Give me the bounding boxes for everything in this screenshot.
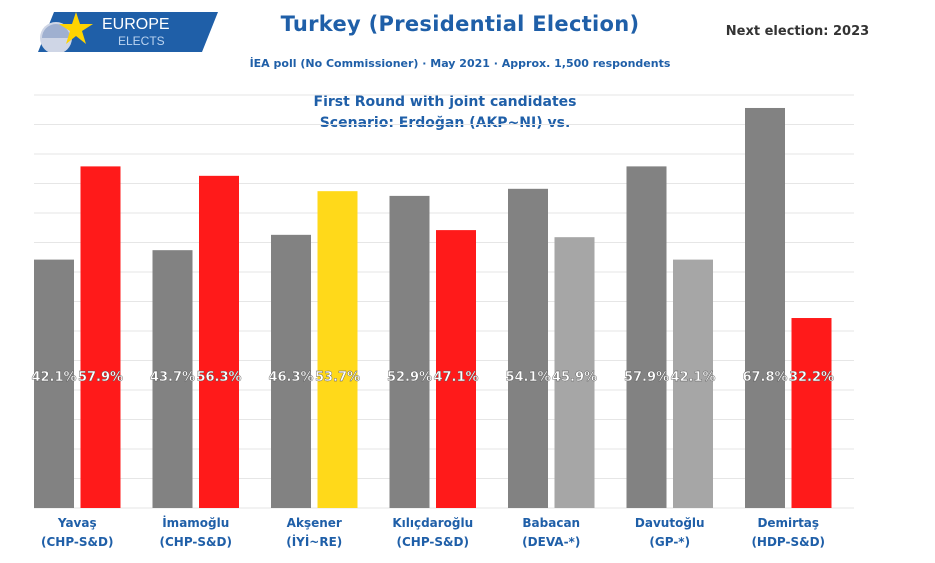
bar-value-label: 52.9% — [387, 370, 432, 385]
candidate-party-label: (CHP-S&D) — [160, 535, 232, 549]
candidate-party-label: (GP-*) — [649, 535, 690, 549]
bar — [626, 166, 667, 508]
bar-value-label: 57.9% — [624, 370, 669, 385]
candidate-name-label: Davutoğlu — [635, 516, 705, 530]
bar-value-label: 56.3% — [196, 370, 241, 385]
logo-text-elects: ELECTS — [118, 34, 165, 48]
bar — [436, 230, 476, 509]
page-title: Turkey (Presidential Election) — [280, 12, 640, 36]
bar — [271, 234, 311, 508]
bar-value-label: 47.1% — [433, 370, 478, 385]
bar — [317, 191, 358, 509]
logo-globe-shade — [42, 24, 70, 38]
bar-value-label: 57.9% — [78, 370, 123, 385]
bar — [152, 250, 193, 509]
scenario-note-line1: First Round with joint candidates — [313, 94, 577, 110]
bar — [199, 175, 239, 508]
candidate-name-label: Yavaş — [57, 516, 97, 530]
bar — [34, 259, 74, 508]
candidate-party-label: (CHP-S&D) — [41, 535, 113, 549]
candidate-party-label: (HDP-S&D) — [751, 535, 825, 549]
bar — [508, 188, 548, 508]
bar-value-label: 67.8% — [742, 370, 787, 385]
candidate-name-label: İmamoğlu — [162, 515, 229, 530]
bar-value-label: 53.7% — [315, 370, 360, 385]
candidate-name-label: Kılıçdaroğlu — [392, 516, 473, 530]
bar-value-label: 43.7% — [150, 370, 195, 385]
logo-text-europe: EUROPE — [102, 16, 170, 33]
europe-elects-logo: EUROPE ELECTS — [38, 12, 218, 52]
logo-banner — [38, 12, 218, 52]
candidate-name-label: Demirtaş — [757, 516, 819, 530]
bar-value-label: 54.1% — [505, 370, 550, 385]
bar-value-label: 42.1% — [31, 370, 76, 385]
bar-value-label: 32.2% — [789, 370, 834, 385]
candidate-name-label: Babacan — [522, 516, 580, 530]
bar — [791, 318, 832, 508]
poll-subtitle: İEA poll (No Commissioner) · May 2021 · … — [249, 57, 671, 70]
candidate-party-label: (CHP-S&D) — [397, 535, 469, 549]
candidate-party-label: (İYİ~RE) — [286, 534, 342, 549]
bar — [554, 237, 595, 508]
bar — [745, 107, 785, 508]
bar-value-label: 42.1% — [670, 370, 715, 385]
logo-star-icon — [59, 12, 93, 44]
candidate-name-label: Akşener — [287, 516, 342, 530]
candidate-party-label: (DEVA-*) — [522, 535, 580, 549]
next-election-label: Next election: 2023 — [725, 24, 870, 39]
bar-value-label: 45.9% — [552, 370, 597, 385]
bar — [389, 195, 430, 508]
scenario-note-line2: Scenario: Erdoğan (AKP~NI) vs. — [319, 115, 571, 131]
bar — [673, 259, 713, 508]
bar — [80, 166, 121, 508]
bar-value-label: 46.3% — [268, 370, 313, 385]
